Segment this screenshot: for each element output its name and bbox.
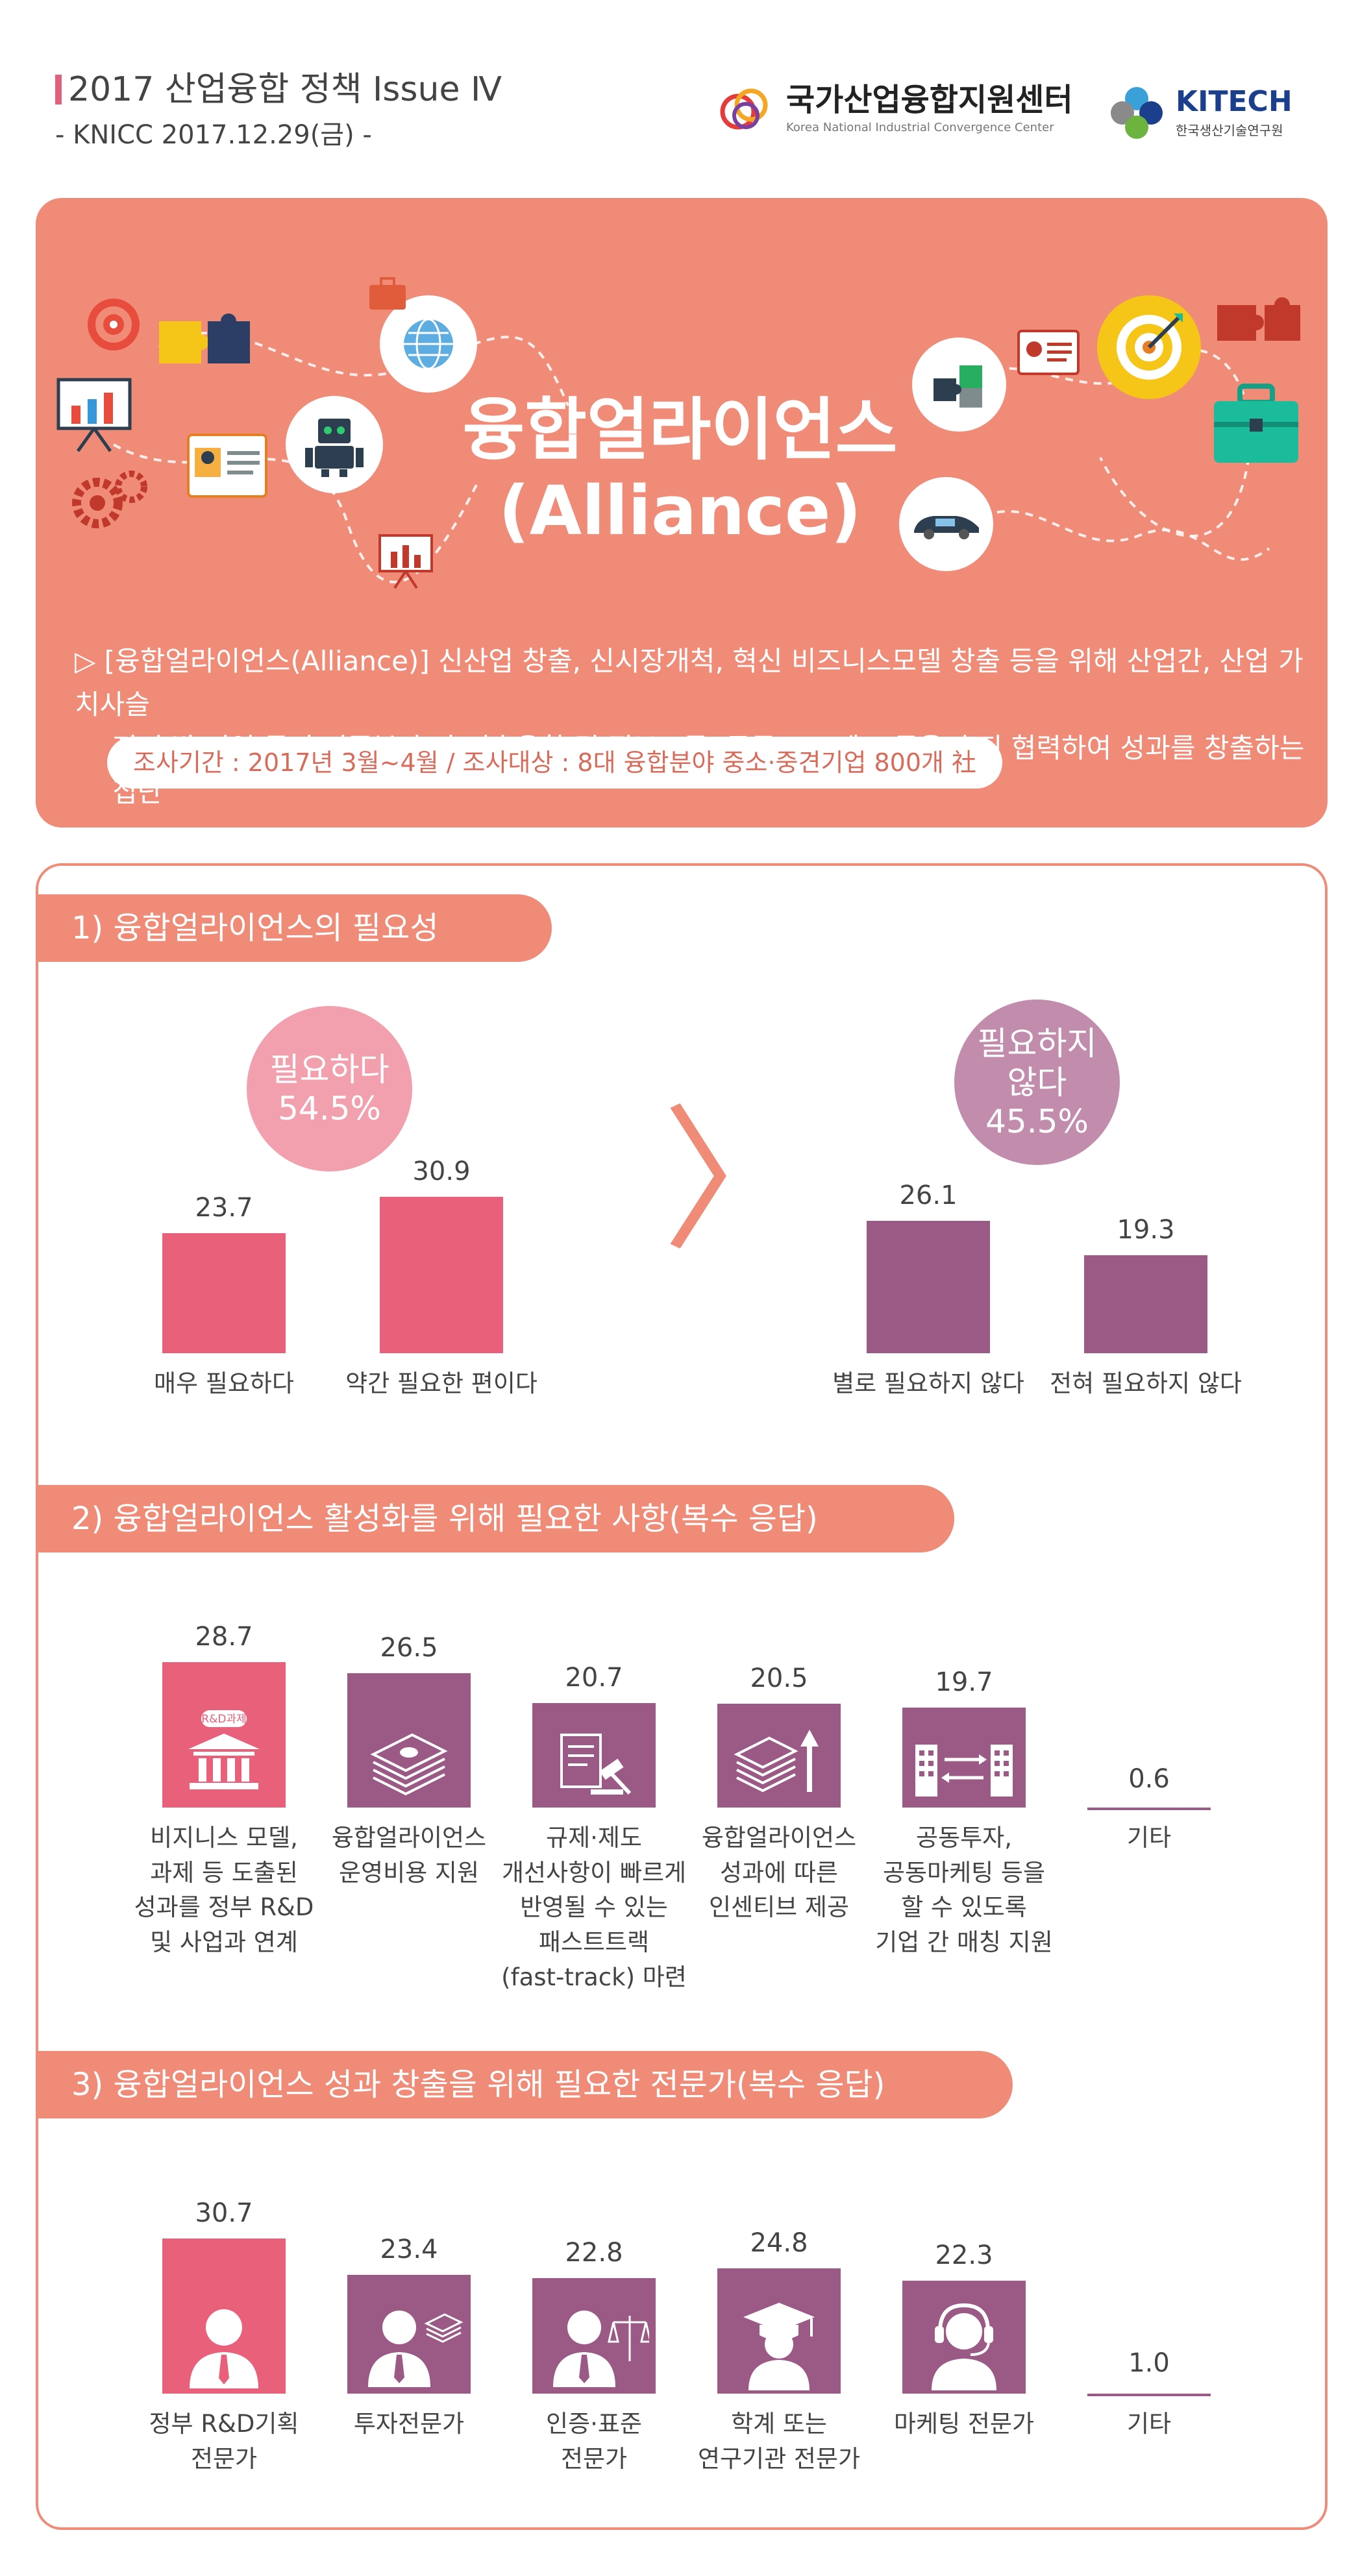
bar-chart1-1-0 [867, 1221, 990, 1353]
category-label: 공동투자, 공동마케팅 등을 할 수 있도록 기업 간 매칭 지원 [875, 1824, 1053, 1956]
bar-chart2-4 [902, 1708, 1026, 1808]
value-label: 22.8 [565, 2238, 623, 2268]
value-label: 19.3 [1117, 1215, 1175, 1245]
kitech-logo-icon [1111, 87, 1163, 139]
briefcase-icon [1211, 383, 1302, 470]
value-label: 1.0 [1128, 2348, 1170, 2379]
category-label: 규제·제도 개선사항이 빠르게 반영될 수 있는 패스트트랙 (fast-tra… [501, 1824, 687, 1991]
bar-icon [717, 1722, 841, 1800]
bar-chart1-1-1 [1084, 1255, 1207, 1353]
puzzle-right-icon [1214, 292, 1305, 353]
value-label: 28.7 [195, 1622, 253, 1652]
category-label: 학계 또는 연구기관 전문가 [697, 2410, 861, 2473]
bar-icon [717, 2296, 841, 2394]
bar-chart2-2 [532, 1702, 656, 1808]
bar-icon [902, 2296, 1026, 2394]
id-badge-icon [1016, 325, 1081, 379]
kitech-logo-name: KITECH [1176, 84, 1292, 118]
value-label: 20.7 [565, 1662, 623, 1693]
category-label: 전혀 필요하지 않다 [1050, 1369, 1242, 1397]
globe-icon [380, 295, 477, 393]
gears-icon [71, 467, 149, 535]
chevron-right-icon: 〉 [662, 1090, 819, 1272]
category-label: 정부 R&D기획 전문가 [149, 2410, 299, 2473]
value-label: 23.7 [195, 1193, 253, 1223]
value-label: 30.9 [412, 1156, 471, 1186]
section-2-title: 2) 융합얼라이언스 활성화를 위해 필요한 사항(복수 응답) [36, 1485, 954, 1552]
value-label: 26.5 [380, 1633, 438, 1663]
category-label: 융합얼라이언스 운영비용 지원 [331, 1824, 487, 1887]
category-label: 인증·표준 전문가 [546, 2410, 642, 2473]
chart-board-icon [55, 376, 133, 457]
briefcase-small-icon [367, 276, 408, 315]
section-1-title: 1) 융합얼라이언스의 필요성 [36, 894, 552, 962]
category-label: 투자전문가 [353, 2410, 465, 2438]
category-label: 기타 [1126, 1824, 1172, 1852]
category-label: 약간 필요한 편이다 [345, 1369, 538, 1397]
header-title: 2017 산업융합 정책 Issue Ⅳ [55, 62, 502, 110]
header-subtitle: - KNICC 2017.12.29(금) - [55, 120, 372, 150]
results-panel [36, 863, 1328, 2530]
bar-icon [532, 2296, 656, 2394]
id-card-icon [185, 428, 269, 502]
kitech-logo: KITECH 한국생산기술연구원 [1107, 83, 1292, 143]
bar-chart3-4 [902, 2281, 1026, 2394]
bar-chart3-5 [1087, 2388, 1211, 2396]
value-label: 23.4 [380, 2235, 438, 2265]
bar-chart2-3 [717, 1704, 841, 1808]
bar-chart3-0 [162, 2238, 286, 2394]
bar-icon [902, 1735, 1026, 1800]
category-label: 별로 필요하지 않다 [832, 1369, 1024, 1397]
need-summary-bubble: 필요하다 54.5% [247, 1006, 412, 1171]
target-arrow-icon [1097, 295, 1201, 399]
kitech-logo-korean: 한국생산기술연구원 [1176, 122, 1283, 138]
bar-chart2-0: R&D과제 [162, 1662, 286, 1808]
bar-icon [162, 2296, 286, 2394]
bar-chart2-5 [1087, 1804, 1211, 1810]
value-label: 30.7 [195, 2198, 253, 2228]
puzzle-icon [156, 308, 253, 376]
not-need-summary-bubble: 필요하지 않다 45.5% [954, 1000, 1120, 1165]
target-icon [84, 295, 143, 356]
category-label: 비지니스 모델, 과제 등 도출된 성과를 정부 R&D 및 사업과 연계 [134, 1824, 314, 1956]
value-label: 20.5 [750, 1663, 808, 1694]
knicc-logo: 국가산업융합지원센터 Korea National Industrial Con… [717, 83, 1073, 135]
bar-chart3-2 [532, 2278, 656, 2394]
presentation-board-icon [377, 532, 435, 593]
knicc-logo-name: 국가산업융합지원센터 [786, 81, 1073, 118]
hero-description: ▷ [융합얼라이언스(Alliance)] 신산업 창출, 신시장개척, 혁신 … [75, 645, 1305, 808]
bar-chart2-1 [347, 1673, 471, 1808]
category-label: 융합얼라이언스 성과에 따른 인센티브 제공 [701, 1824, 857, 1922]
value-label: 24.8 [750, 2227, 808, 2258]
value-label: 26.1 [899, 1181, 958, 1211]
category-label: 매우 필요하다 [153, 1369, 294, 1397]
value-label: 0.6 [1128, 1764, 1170, 1795]
knicc-logo-english: Korea National Industrial Convergence Ce… [786, 120, 1054, 134]
puzzle-circle-icon [912, 337, 1006, 432]
knicc-logo-icon [720, 88, 768, 130]
survey-period-badge: 조사기간 : 2017년 3월~4월 / 조사대상 : 8대 융합분야 중소·중… [107, 737, 1003, 789]
bar-icon: R&D과제 [162, 1702, 286, 1800]
bar-chart3-1 [347, 2275, 471, 2394]
bar-chart1-0-0 [162, 1233, 286, 1353]
section-3-title: 3) 융합얼라이언스 성과 창출을 위해 필요한 전문가(복수 응답) [36, 2051, 1013, 2118]
bar-icon [347, 2296, 471, 2394]
hero-banner [36, 198, 1328, 828]
bar-icon [347, 1715, 471, 1800]
bar-chart3-3 [717, 2268, 841, 2394]
bar-chart1-0-1 [380, 1196, 503, 1353]
value-label: 22.3 [935, 2240, 993, 2271]
hero-title: 융합얼라이언스 (Alliance) [462, 390, 898, 550]
title-accent-bar [55, 75, 62, 104]
svg-text:R&D과제: R&D과제 [201, 1713, 246, 1726]
category-label: 기타 [1126, 2410, 1172, 2438]
category-label: 마케팅 전문가 [893, 2410, 1034, 2438]
bar-icon [532, 1728, 656, 1800]
value-label: 19.7 [935, 1667, 993, 1698]
robot-icon [286, 396, 383, 493]
car-icon [899, 477, 993, 571]
